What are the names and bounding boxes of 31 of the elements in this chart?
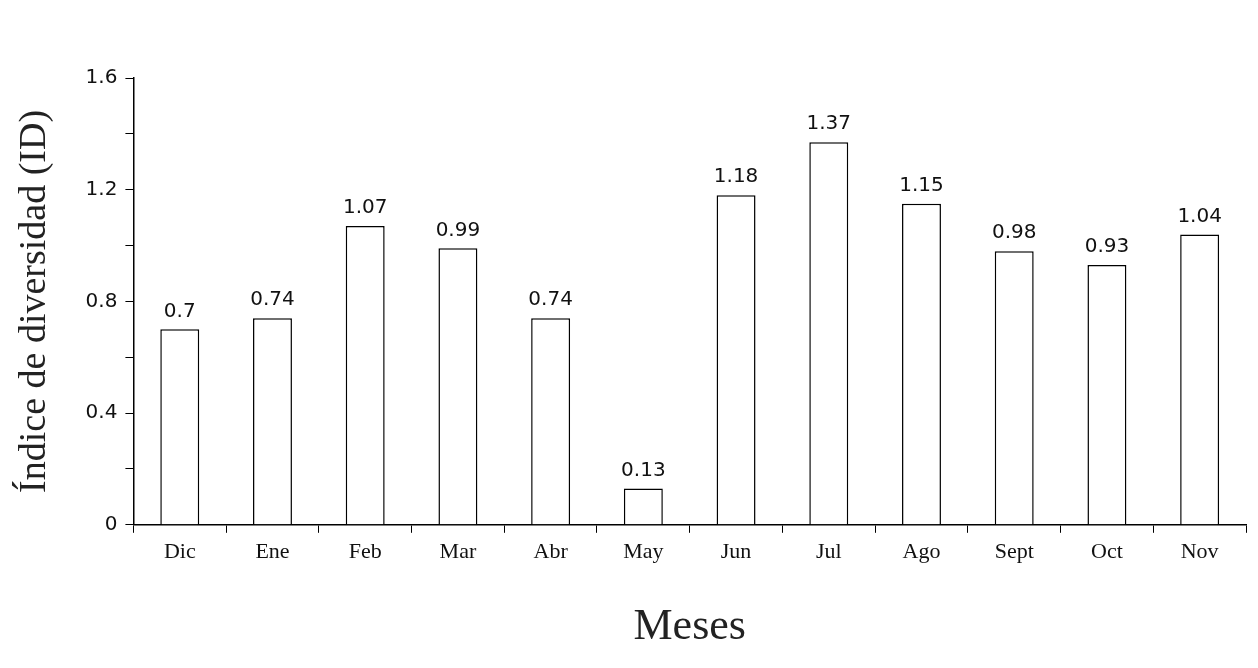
- data-label: 1.07: [342, 194, 388, 219]
- data-label: 0.98: [991, 219, 1037, 244]
- x-tick-label: Mar: [439, 537, 477, 563]
- y-tick-label: 0.8: [85, 287, 118, 312]
- data-label: 0.13: [621, 456, 666, 481]
- data-label: 1.37: [806, 110, 852, 135]
- x-tick-label: Abr: [533, 537, 569, 563]
- x-tick-label: Nov: [1180, 537, 1219, 563]
- y-tick-label: 1.6: [85, 64, 118, 89]
- y-tick-label: 0.4: [85, 399, 118, 424]
- data-label: 0.74: [528, 286, 573, 311]
- y-tick-label: 1.2: [85, 175, 118, 200]
- x-tick-label: Sept: [994, 537, 1034, 563]
- data-label: 0.99: [435, 216, 481, 241]
- y-axis-title: Índice de diversidad (ID): [10, 109, 54, 493]
- x-tick-label: Feb: [348, 537, 382, 563]
- data-label: 1.15: [899, 171, 944, 196]
- data-label: 0.7: [163, 297, 196, 322]
- x-tick-label: Ene: [255, 537, 290, 563]
- data-label: 1.04: [1177, 202, 1222, 227]
- x-tick-label: Oct: [1091, 537, 1123, 563]
- x-axis-title: Meses: [633, 600, 746, 650]
- x-tick-label: Ago: [902, 537, 941, 563]
- x-tick-label: Jul: [815, 537, 842, 563]
- data-label: 0.93: [1084, 233, 1130, 258]
- data-label: 0.74: [250, 286, 295, 311]
- y-tick-label: 0: [104, 511, 118, 535]
- x-tick-label: Jun: [720, 537, 752, 563]
- data-label: 1.18: [713, 163, 759, 188]
- x-tick-label: Dic: [163, 537, 196, 563]
- x-tick-label: May: [623, 537, 664, 563]
